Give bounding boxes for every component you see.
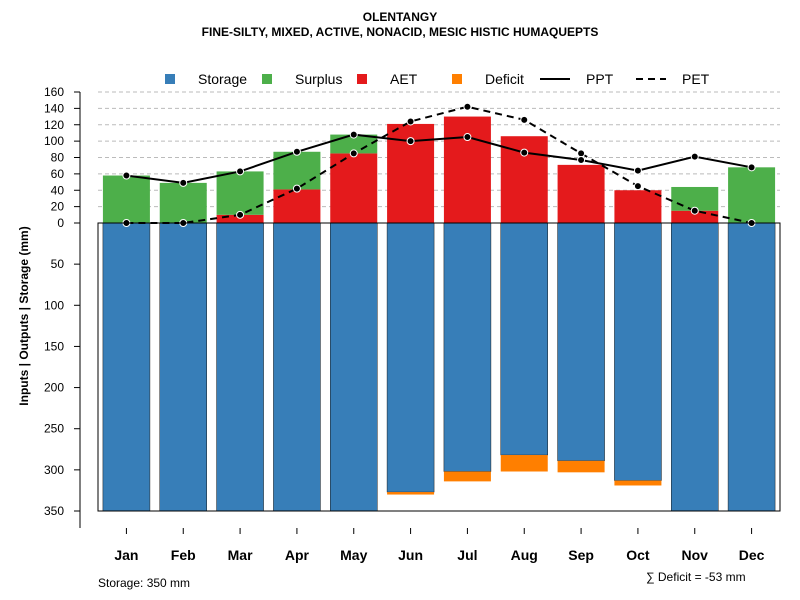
storage-bar [273, 222, 321, 512]
pet-point [349, 149, 358, 158]
deficit-bar [557, 460, 605, 473]
aet-bar [443, 116, 491, 223]
pet-point [292, 184, 301, 193]
ppt-point [520, 148, 529, 157]
deficit-bar [387, 492, 435, 495]
pet-point [236, 210, 245, 219]
ppt-point [747, 163, 756, 172]
y-tick-label: 0 [57, 216, 64, 230]
ppt-point [690, 152, 699, 161]
ppt-point [633, 166, 642, 175]
storage-bar [671, 222, 719, 512]
chart-subtitle: FINE-SILTY, MIXED, ACTIVE, NONACID, MESI… [201, 25, 599, 39]
storage-bar [500, 222, 548, 456]
aet-bar [671, 210, 719, 223]
pet-point [577, 149, 586, 158]
x-tick-label: Apr [285, 547, 310, 563]
ppt-line [126, 133, 752, 184]
aet-bar [557, 164, 605, 223]
aet-bar [273, 189, 321, 223]
ppt-point [463, 133, 472, 142]
pet-point [520, 115, 529, 124]
ppt-point [179, 178, 188, 187]
x-tick-label: Dec [739, 547, 765, 563]
pet-point [406, 117, 415, 126]
x-tick-label: Jun [398, 547, 423, 563]
x-tick-label: Feb [171, 547, 196, 563]
legend-label-surplus: Surplus [295, 71, 342, 87]
legend-swatch-storage [165, 74, 175, 84]
storage-bar [386, 222, 435, 493]
aet-bar [216, 214, 264, 223]
surplus-bar [159, 182, 207, 223]
pet-line [126, 105, 752, 224]
storage-note: Storage: 350 mm [98, 576, 191, 590]
x-tick-label: Nov [682, 547, 709, 563]
deficit-bar [614, 480, 662, 486]
surplus-bar [216, 171, 264, 215]
y-tick-label: 80 [51, 151, 65, 165]
deficit-bar [500, 455, 548, 472]
storage-bar [443, 222, 492, 472]
storage-bar [102, 222, 151, 512]
y-axis-label: Inputs | Outputs | Storage (mm) [17, 226, 31, 405]
y-tick-label: 20 [51, 200, 65, 214]
y-tick-label: 60 [51, 167, 65, 181]
y-tick-label: 140 [44, 101, 64, 115]
ppt-point [577, 155, 586, 164]
legend-label-storage: Storage [198, 71, 247, 87]
legend-label-deficit: Deficit [485, 71, 524, 87]
legend-swatch-aet [357, 74, 367, 84]
y-tick-label: 250 [44, 422, 64, 436]
ppt-point [292, 147, 301, 156]
y-tick-label: 150 [44, 339, 64, 353]
ppt-point [122, 171, 131, 180]
legend-label-ppt: PPT [586, 71, 614, 87]
chart-title: OLENTANGY [362, 10, 438, 24]
x-tick-label: May [340, 547, 367, 563]
y-tick-label: 100 [44, 134, 64, 148]
x-tick-label: Aug [511, 547, 538, 563]
ppt-point [406, 137, 415, 146]
pet-point [690, 206, 699, 215]
storage-bar [727, 222, 776, 512]
surplus-bar [728, 167, 776, 223]
y-tick-label: 350 [44, 504, 64, 518]
legend-swatch-surplus [262, 74, 272, 84]
pet-point [463, 102, 472, 111]
ppt-point [236, 167, 245, 176]
x-tick-label: Jul [457, 547, 477, 563]
surplus-bar [330, 134, 378, 154]
storage-bar [216, 222, 264, 512]
aet-bar [330, 153, 378, 223]
y-tick-label: 50 [51, 257, 65, 271]
storage-bar [159, 222, 207, 512]
y-tick-label: 300 [44, 463, 64, 477]
storage-bar [614, 222, 662, 481]
x-tick-label: Sep [568, 547, 594, 563]
surplus-bar [102, 175, 150, 223]
ppt-point [349, 130, 358, 139]
y-tick-label: 160 [44, 85, 64, 99]
deficit-note: ∑ Deficit = -53 mm [646, 570, 746, 584]
deficit-bar [443, 471, 491, 482]
y-tick-label: 100 [44, 298, 64, 312]
y-tick-label: 120 [44, 118, 64, 132]
y-tick-label: 200 [44, 381, 64, 395]
aet-bar [614, 190, 662, 223]
legend-label-pet: PET [682, 71, 710, 87]
storage-bar [330, 222, 378, 512]
x-tick-label: Jan [114, 547, 138, 563]
legend-swatch-deficit [452, 74, 462, 84]
storage-bar [557, 222, 605, 462]
legend-label-aet: AET [390, 71, 418, 87]
x-tick-label: Oct [626, 547, 650, 563]
y-tick-label: 40 [51, 183, 65, 197]
x-tick-label: Mar [228, 547, 253, 563]
pet-point [633, 182, 642, 191]
